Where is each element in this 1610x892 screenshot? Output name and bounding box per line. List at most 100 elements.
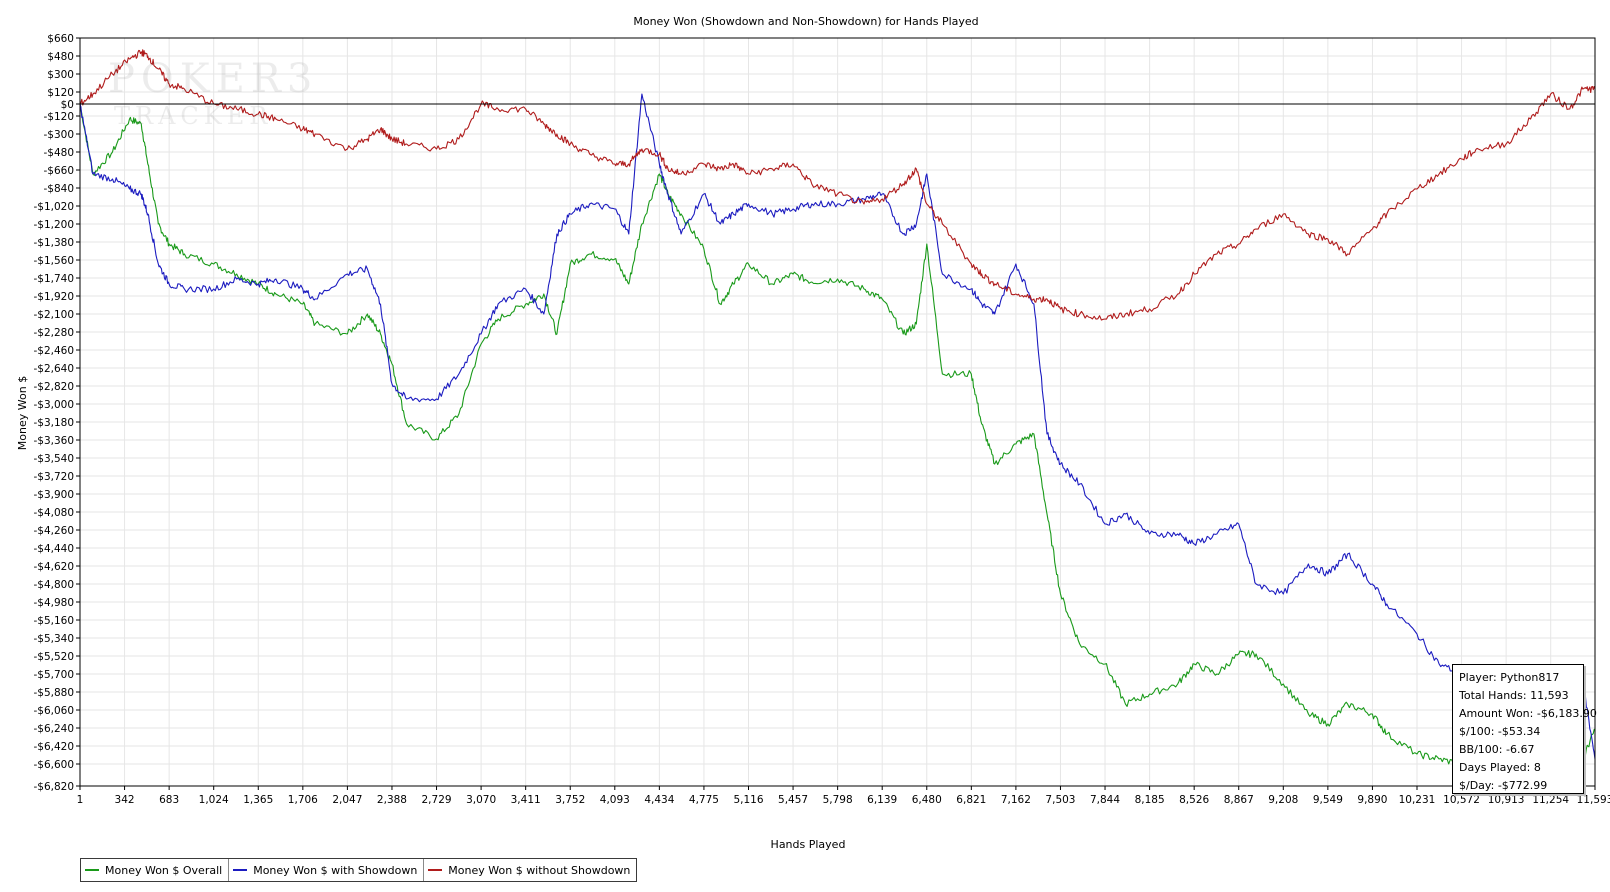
- x-tick-label: 7,162: [1001, 794, 1031, 806]
- y-tick-label: -$2,640: [33, 363, 74, 375]
- x-tick-label: 9,549: [1313, 794, 1343, 806]
- stats-tooltip: Player: Python817 Total Hands: 11,593 Am…: [1452, 664, 1597, 794]
- y-tick-label: -$4,080: [33, 507, 74, 519]
- y-tick-label: -$4,260: [33, 525, 74, 537]
- x-tick-label: 8,526: [1179, 794, 1209, 806]
- series-line-3: [79, 49, 1596, 321]
- y-tick-label: -$300: [43, 129, 74, 141]
- x-tick-label: 11,593: [1577, 794, 1610, 806]
- y-tick-label: -$5,880: [33, 687, 74, 699]
- x-tick-label: 342: [115, 794, 135, 806]
- y-tick-label: -$2,820: [33, 381, 74, 393]
- info-per-100: $/100: -$53.34: [1459, 725, 1541, 738]
- x-tick-label: 3,070: [466, 794, 496, 806]
- x-tick-label: 8,867: [1224, 794, 1254, 806]
- y-tick-label: -$5,160: [33, 615, 74, 627]
- legend-label-overall: Money Won $ Overall: [105, 863, 223, 877]
- x-tick-label: 4,093: [600, 794, 630, 806]
- y-tick-label: -$5,340: [33, 633, 74, 645]
- legend-label-non-showdown: Money Won $ without Showdown: [448, 863, 631, 877]
- y-tick-label: -$6,820: [33, 781, 74, 793]
- y-tick-label: -$6,060: [33, 705, 74, 717]
- legend-swatch-showdown: [233, 869, 248, 871]
- series-line-1: [79, 103, 1596, 767]
- y-tick-label: -$3,540: [33, 453, 74, 465]
- x-tick-label: 4,434: [644, 794, 674, 806]
- legend-label-showdown: Money Won $ with Showdown: [253, 863, 418, 877]
- y-tick-label: $480: [47, 51, 74, 63]
- y-tick-label: -$6,600: [33, 759, 74, 771]
- y-tick-label: -$4,800: [33, 579, 74, 591]
- info-player: Player: Python817: [1459, 671, 1560, 684]
- y-tick-label: $300: [47, 69, 74, 81]
- y-tick-label: -$4,440: [33, 543, 74, 555]
- y-axis-title: Money Won $: [16, 376, 29, 450]
- y-tick-label: -$1,020: [33, 201, 74, 213]
- y-tick-label: -$5,700: [33, 669, 74, 681]
- x-tick-label: 683: [159, 794, 179, 806]
- y-tick-label: $120: [47, 87, 74, 99]
- y-tick-label: -$6,240: [33, 723, 74, 735]
- x-tick-label: 6,480: [912, 794, 942, 806]
- y-tick-label: -$6,420: [33, 741, 74, 753]
- x-tick-label: 6,139: [867, 794, 897, 806]
- grid-lines: [79, 37, 1596, 787]
- x-tick-label: 7,844: [1090, 794, 1120, 806]
- legend-item-overall[interactable]: Money Won $ Overall: [81, 859, 230, 881]
- x-tick-label: 9,208: [1268, 794, 1298, 806]
- chart-title: Money Won (Showdown and Non-Showdown) fo…: [633, 15, 978, 28]
- x-tick-label: 2,388: [377, 794, 407, 806]
- x-tick-label: 5,798: [823, 794, 853, 806]
- x-tick-label: 6,821: [956, 794, 986, 806]
- x-tick-label: 5,116: [733, 794, 763, 806]
- y-tick-label: -$2,100: [33, 309, 74, 321]
- y-tick-label: -$2,460: [33, 345, 74, 357]
- x-tick-label: 1,024: [199, 794, 229, 806]
- y-tick-label: -$1,560: [33, 255, 74, 267]
- x-tick-label: 8,185: [1135, 794, 1165, 806]
- legend-swatch-non-showdown: [428, 869, 443, 871]
- info-bb-100: BB/100: -6.67: [1459, 743, 1535, 756]
- info-per-day: $/Day: -$772.99: [1459, 779, 1548, 792]
- series-line-2: [79, 93, 1596, 760]
- x-tick-label: 2,729: [422, 794, 452, 806]
- x-tick-label: 10,231: [1399, 794, 1436, 806]
- x-tick-label: 9,890: [1357, 794, 1387, 806]
- y-tick-label: -$1,200: [33, 219, 74, 231]
- x-tick-label: 4,775: [689, 794, 719, 806]
- y-tick-label: -$3,000: [33, 399, 74, 411]
- y-tick-label: -$1,380: [33, 237, 74, 249]
- x-tick-label: 3,411: [511, 794, 541, 806]
- series-lines: [79, 49, 1596, 767]
- info-days-played: Days Played: 8: [1459, 761, 1541, 774]
- y-tick-label: -$3,720: [33, 471, 74, 483]
- legend-item-showdown[interactable]: Money Won $ with Showdown: [229, 859, 425, 881]
- y-tick-label: -$4,620: [33, 561, 74, 573]
- x-tick-label: 2,047: [332, 794, 362, 806]
- x-tick-label: 1,706: [288, 794, 318, 806]
- x-tick-label: 11,254: [1532, 794, 1569, 806]
- chart-legend: Money Won $ Overall Money Won $ with Sho…: [80, 858, 638, 882]
- x-tick-label: 10,572: [1443, 794, 1480, 806]
- y-tick-label: -$3,180: [33, 417, 74, 429]
- info-total-hands: Total Hands: 11,593: [1459, 689, 1569, 702]
- y-tick-label: -$1,920: [33, 291, 74, 303]
- y-tick-label: -$840: [43, 183, 74, 195]
- y-tick-label: -$4,980: [33, 597, 74, 609]
- y-tick-label: -$3,900: [33, 489, 74, 501]
- x-tick-label: 3,752: [555, 794, 585, 806]
- legend-item-non-showdown[interactable]: Money Won $ without Showdown: [424, 859, 636, 881]
- y-tick-label: -$5,520: [33, 651, 74, 663]
- y-tick-label: $660: [47, 33, 74, 45]
- x-tick-label: 10,913: [1488, 794, 1525, 806]
- y-tick-label: -$120: [43, 111, 74, 123]
- y-tick-label: $0: [61, 99, 74, 111]
- x-tick-label: 7,503: [1045, 794, 1075, 806]
- axis-ticks: $660 $480 $300 $120$0-$120 -$300 -$480 -$660 -$…: [33, 33, 1610, 806]
- y-tick-label: -$1,740: [33, 273, 74, 285]
- x-tick-label: 1: [77, 794, 84, 806]
- legend-swatch-overall: [85, 869, 99, 871]
- x-axis-title: Hands Played: [771, 838, 846, 851]
- y-tick-label: -$3,360: [33, 435, 74, 447]
